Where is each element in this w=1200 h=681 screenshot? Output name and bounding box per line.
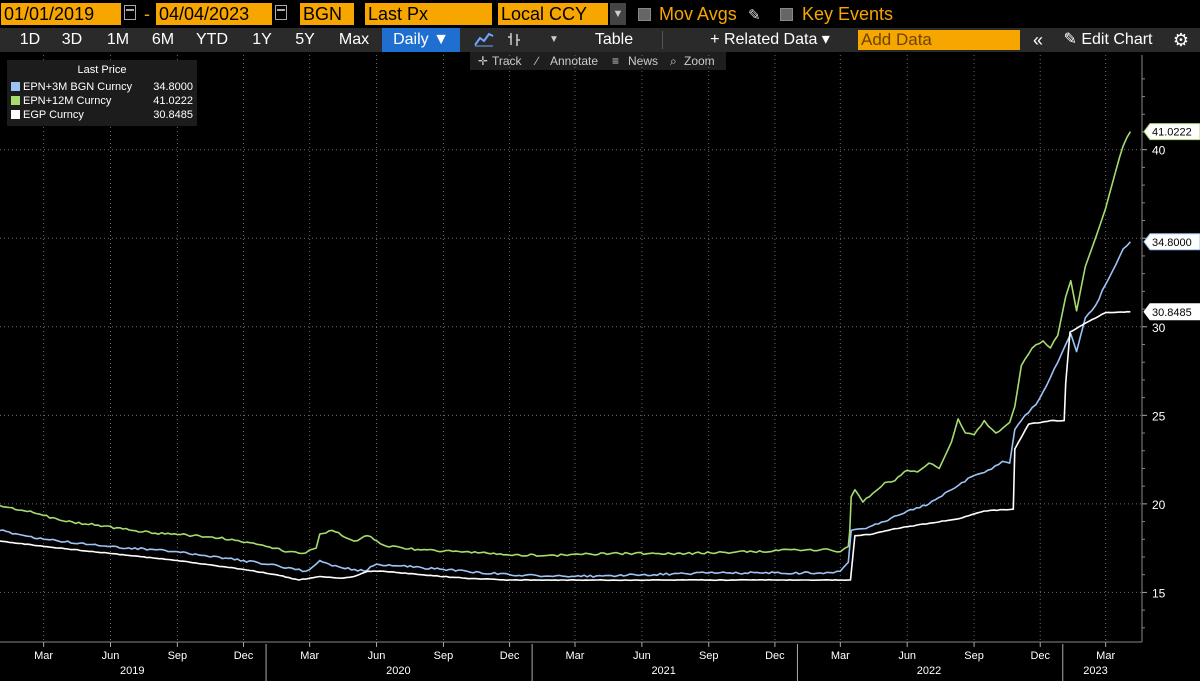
- chevron-down-icon[interactable]: ▼: [549, 34, 559, 45]
- legend-entry[interactable]: EPN+12M Curncy 41.0222: [11, 94, 195, 108]
- range-1m-button[interactable]: 1M: [106, 31, 130, 48]
- x-year-label: 2020: [386, 665, 410, 677]
- x-tick-label: Sep: [964, 650, 984, 662]
- x-tick-label: Dec: [1030, 650, 1050, 662]
- last-value-tag: [1143, 303, 1200, 321]
- last-value-label: 34.8000: [1152, 237, 1192, 249]
- x-tick-label: Mar: [1096, 650, 1115, 662]
- toolbar-divider: [662, 31, 663, 49]
- add-data-input[interactable]: Add Data: [858, 30, 1020, 50]
- key-events-label[interactable]: Key Events: [802, 4, 894, 24]
- x-tick-label: Mar: [34, 650, 53, 662]
- last-value-tag: [1143, 123, 1200, 141]
- news-button[interactable]: News: [628, 54, 659, 68]
- annotate-button[interactable]: Annotate: [550, 54, 599, 68]
- x-tick-label: Sep: [168, 650, 188, 662]
- series-line[interactable]: [0, 241, 1132, 578]
- field-selector[interactable]: Last Px: [365, 3, 492, 25]
- legend-swatch: [11, 96, 20, 105]
- crosshair-icon[interactable]: ✛: [478, 54, 489, 68]
- track-button[interactable]: Track: [492, 54, 522, 68]
- mov-avgs-label[interactable]: Mov Avgs: [659, 4, 737, 24]
- y-tick-label: 15: [1152, 586, 1166, 600]
- end-date-field[interactable]: 04/04/2023: [156, 3, 272, 25]
- start-date-field[interactable]: 01/01/2019: [1, 3, 121, 25]
- x-tick-label: Sep: [699, 650, 719, 662]
- chart-tools-bar: ✛ Track ∕ Annotate ≡ News ⌕ Zoom: [470, 52, 726, 70]
- annotate-icon[interactable]: ∕: [536, 54, 539, 68]
- range-1y-button[interactable]: 1Y: [252, 31, 272, 48]
- legend-series-value: 34.8000: [153, 81, 193, 93]
- collapse-button[interactable]: «: [1032, 30, 1043, 50]
- line-chart-icon[interactable]: [472, 31, 496, 49]
- x-year-label: 2022: [917, 665, 941, 677]
- gear-icon[interactable]: ⚙: [1172, 30, 1190, 50]
- legend-header: Last Price: [77, 64, 127, 76]
- x-year-label: 2023: [1083, 665, 1107, 677]
- periodicity-dropdown[interactable]: Daily ▼: [382, 28, 460, 52]
- news-icon[interactable]: ≡: [612, 54, 620, 68]
- legend-entry[interactable]: EPN+3M BGN Curncy 34.8000: [11, 80, 195, 94]
- y-tick-label: 40: [1152, 144, 1166, 158]
- range-1d-button[interactable]: 1D: [19, 31, 41, 48]
- zoom-button[interactable]: Zoom: [684, 54, 715, 68]
- y-tick-label: 25: [1152, 409, 1166, 423]
- x-tick-label: Jun: [368, 650, 386, 662]
- y-tick-label: 20: [1152, 498, 1166, 512]
- x-year-label: 2019: [120, 665, 144, 677]
- currency-selector[interactable]: Local CCY: [498, 3, 608, 25]
- top-toolbar: 01/01/2019 - 04/04/2023 BGN Last Px Loca…: [0, 0, 1200, 28]
- x-tick-label: Jun: [633, 650, 651, 662]
- chevron-down-icon[interactable]: ▼: [610, 3, 626, 25]
- x-tick-label: Jun: [898, 650, 916, 662]
- range-toolbar: 1D 3D 1M 6M YTD 1Y 5Y Max Daily ▼ ▼ Tabl…: [0, 28, 1200, 52]
- legend-series-name: EPN+12M Curncy: [23, 95, 112, 107]
- range-5y-button[interactable]: 5Y: [295, 31, 315, 48]
- edit-chart-button[interactable]: ✎ Edit Chart: [1063, 31, 1153, 48]
- range-3d-button[interactable]: 3D: [61, 31, 83, 48]
- zoom-icon[interactable]: ⌕: [670, 54, 677, 68]
- y-tick-label: 30: [1152, 321, 1166, 335]
- calendar-icon[interactable]: [124, 5, 136, 20]
- x-tick-label: Mar: [300, 650, 319, 662]
- chart-legend: Last Price EPN+3M BGN Curncy 34.8000 EPN…: [7, 60, 197, 126]
- range-ytd-button[interactable]: YTD: [196, 31, 228, 48]
- x-tick-label: Dec: [234, 650, 254, 662]
- x-tick-label: Dec: [765, 650, 785, 662]
- pencil-icon[interactable]: ✎: [748, 7, 761, 24]
- range-max-button[interactable]: Max: [338, 31, 370, 48]
- range-6m-button[interactable]: 6M: [151, 31, 175, 48]
- related-data-button[interactable]: + Related Data ▾: [710, 31, 830, 48]
- legend-series-name: EPN+3M BGN Curncy: [23, 81, 133, 93]
- bar-chart-icon[interactable]: [502, 31, 526, 49]
- last-value-label: 41.0222: [1152, 127, 1192, 139]
- legend-entry[interactable]: EGP Curncy 30.8485: [11, 108, 195, 122]
- x-year-label: 2021: [651, 665, 675, 677]
- x-tick-label: Mar: [831, 650, 850, 662]
- mov-avgs-checkbox[interactable]: [638, 8, 651, 21]
- legend-swatch: [11, 82, 20, 91]
- last-value-label: 30.8485: [1152, 307, 1192, 319]
- source-field[interactable]: BGN: [300, 3, 354, 25]
- x-tick-label: Jun: [102, 650, 120, 662]
- series-line[interactable]: [0, 310, 1131, 582]
- table-button[interactable]: Table: [594, 31, 634, 48]
- key-events-checkbox[interactable]: [780, 8, 793, 21]
- calendar-icon[interactable]: [275, 5, 287, 20]
- x-tick-label: Mar: [566, 650, 585, 662]
- legend-series-value: 30.8485: [153, 109, 193, 121]
- legend-series-name: EGP Curncy: [23, 109, 84, 121]
- legend-swatch: [11, 110, 20, 119]
- series-line[interactable]: [0, 131, 1132, 558]
- last-value-tag: [1143, 233, 1200, 251]
- x-tick-label: Sep: [434, 650, 454, 662]
- date-range-separator: -: [144, 4, 150, 24]
- legend-series-value: 41.0222: [153, 95, 193, 107]
- x-tick-label: Dec: [500, 650, 520, 662]
